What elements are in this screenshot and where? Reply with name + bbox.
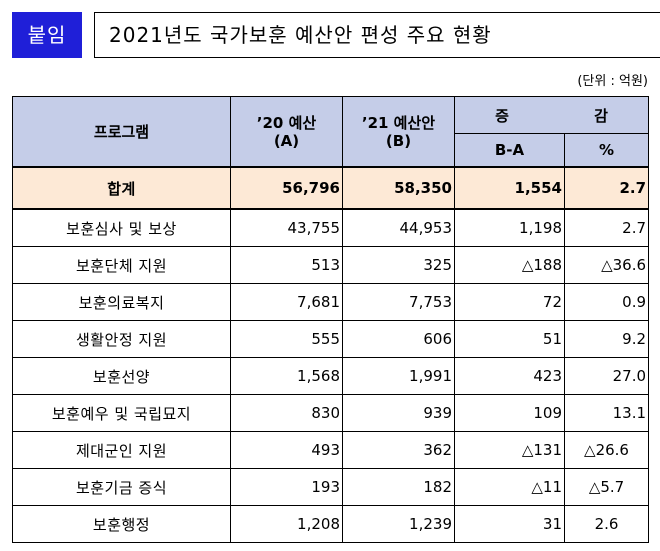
title-row: 붙임 2021년도 국가보훈 예산안 편성 주요 현황 [12, 12, 660, 58]
table-row: 보훈의료복지 7,681 7,753 72 0.9 [12, 283, 650, 321]
table-row: 보훈기금 증식 193 182 △11 △5.7 [12, 468, 650, 506]
unit-note: (단위 : 억원) [577, 74, 648, 89]
budget-2020-cell: 193 [230, 468, 343, 506]
total-row: 합계 56,796 58,350 1,554 2.7 [12, 166, 650, 210]
program-name: 제대군인 지원 [12, 431, 231, 469]
budget-2021-cell: 182 [342, 468, 455, 506]
table-row: 보훈예우 및 국립묘지 830 939 109 13.1 [12, 394, 650, 432]
budget-table: 프로그램 ’20 예산 (A) ’21 예산안 (B) 증 감 B-A % 합계… [12, 96, 650, 543]
program-name: 보훈예우 및 국립묘지 [12, 394, 231, 432]
header-budget-2021-label: ’21 예산안 [361, 113, 436, 132]
header-change-amount: B-A [454, 133, 565, 168]
change-amount-cell: 109 [454, 394, 565, 432]
budget-2020-cell: 43,755 [230, 208, 343, 247]
program-name: 생활안정 지원 [12, 320, 231, 358]
program-name: 보훈선양 [12, 357, 231, 395]
change-percent-cell: △5.7 [563, 468, 650, 506]
change-amount-cell: 72 [454, 283, 565, 321]
program-name: 보훈행정 [12, 505, 231, 543]
change-percent-cell: △26.6 [563, 431, 650, 469]
table-row: 제대군인 지원 493 362 △131 △26.6 [12, 431, 650, 469]
change-amount-cell: △131 [454, 431, 565, 469]
budget-2021-cell: 1,991 [342, 357, 455, 395]
budget-2021-cell: 325 [342, 246, 455, 284]
header-budget-2021: ’21 예산안 (B) [342, 96, 455, 168]
budget-2021-cell: 7,753 [342, 283, 455, 321]
budget-2021-cell: 939 [342, 394, 455, 432]
change-percent-cell: 2.6 [563, 505, 650, 543]
change-percent-cell: 0.9 [563, 283, 650, 321]
budget-2020-cell: 830 [230, 394, 343, 432]
change-amount-cell: 423 [454, 357, 565, 395]
program-name: 보훈의료복지 [12, 283, 231, 321]
budget-2020-cell: 513 [230, 246, 343, 284]
program-name: 보훈단체 지원 [12, 246, 231, 284]
change-percent-cell: 13.1 [563, 394, 650, 432]
table-row: 생활안정 지원 555 606 51 9.2 [12, 320, 650, 358]
change-percent-cell: 27.0 [563, 357, 650, 395]
change-amount-cell: △188 [454, 246, 565, 284]
header-budget-2020-code: (A) [273, 131, 300, 150]
header-change-percent: % [563, 133, 650, 168]
program-name: 보훈기금 증식 [12, 468, 231, 506]
change-amount-cell: 31 [454, 505, 565, 543]
budget-2021-cell: 362 [342, 431, 455, 469]
table-row: 보훈단체 지원 513 325 △188 △36.6 [12, 246, 650, 284]
change-amount-cell: △11 [454, 468, 565, 506]
total-budget-2020: 56,796 [230, 166, 343, 210]
program-name: 보훈심사 및 보상 [12, 208, 231, 247]
budget-2021-cell: 44,953 [342, 208, 455, 247]
header-change-label: 증 감 [495, 106, 648, 125]
table-row: 보훈선양 1,568 1,991 423 27.0 [12, 357, 650, 395]
change-amount-cell: 1,198 [454, 208, 565, 247]
header-budget-2020: ’20 예산 (A) [230, 96, 343, 168]
header-program: 프로그램 [12, 96, 231, 168]
total-budget-2021: 58,350 [342, 166, 455, 210]
change-percent-cell: △36.6 [563, 246, 650, 284]
budget-2020-cell: 555 [230, 320, 343, 358]
total-change-amount: 1,554 [454, 166, 565, 210]
total-change-percent: 2.7 [563, 166, 650, 210]
budget-2020-cell: 1,208 [230, 505, 343, 543]
table-row: 보훈심사 및 보상 43,755 44,953 1,198 2.7 [12, 208, 650, 247]
page-title: 2021년도 국가보훈 예산안 편성 주요 현황 [94, 12, 660, 58]
budget-2021-cell: 606 [342, 320, 455, 358]
change-amount-cell: 51 [454, 320, 565, 358]
budget-2021-cell: 1,239 [342, 505, 455, 543]
header-budget-2021-code: (B) [385, 131, 412, 150]
header-change: 증 감 [453, 96, 650, 134]
table-row: 보훈행정 1,208 1,239 31 2.6 [12, 505, 650, 543]
total-label: 합계 [12, 166, 231, 210]
budget-2020-cell: 493 [230, 431, 343, 469]
change-percent-cell: 9.2 [563, 320, 650, 358]
header-budget-2020-label: ’20 예산 [256, 113, 317, 132]
budget-2020-cell: 7,681 [230, 283, 343, 321]
change-percent-cell: 2.7 [563, 208, 650, 247]
attachment-tag: 붙임 [12, 12, 82, 58]
budget-2020-cell: 1,568 [230, 357, 343, 395]
